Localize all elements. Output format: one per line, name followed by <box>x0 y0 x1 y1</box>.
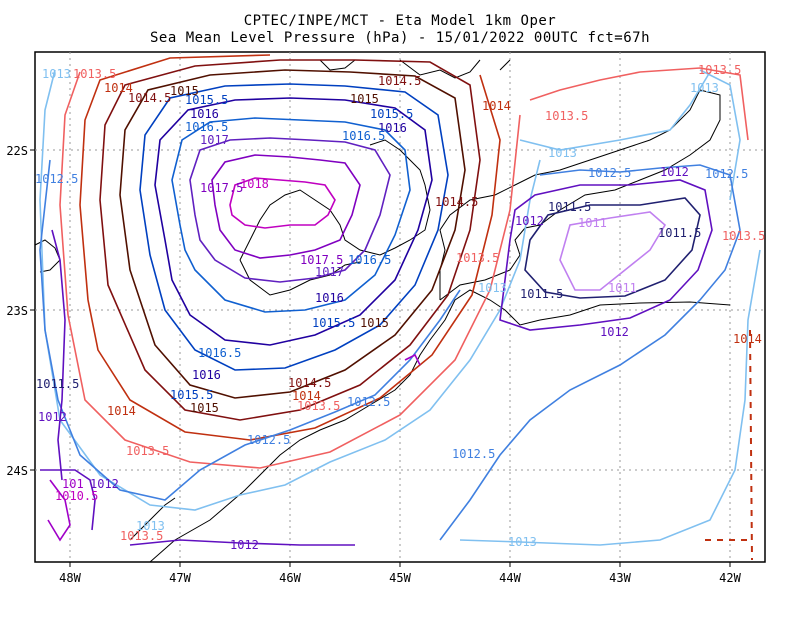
lon-tick: 45W <box>389 571 411 585</box>
label: 1016 <box>378 121 407 135</box>
label: 1016.5 <box>185 120 228 134</box>
label: 1016.5 <box>348 253 391 267</box>
label: 1012 <box>600 325 629 339</box>
label: 1015.5 <box>185 93 228 107</box>
label: 1014 <box>104 81 133 95</box>
label: 1014.5 <box>435 195 478 209</box>
label: 1013.5 <box>545 109 588 123</box>
isobars <box>39 54 761 546</box>
label: 1013.5 <box>73 67 116 81</box>
label: 1014 <box>733 332 762 346</box>
label: 1014 <box>292 389 321 403</box>
label: 1012 <box>230 538 259 552</box>
lat-tick: 24S <box>6 464 28 478</box>
label: 1012 <box>38 410 67 424</box>
label: 1014 <box>482 99 511 113</box>
graticule <box>35 52 765 562</box>
label: 1013 <box>508 535 537 549</box>
lon-tick: 42W <box>719 571 741 585</box>
title-line-1: CPTEC/INPE/MCT - Eta Model 1km Oper <box>243 13 557 29</box>
label: 1010.5 <box>55 489 98 503</box>
lon-tick: 44W <box>499 571 521 585</box>
label: 1012 <box>515 214 544 228</box>
lon-tick: 46W <box>279 571 301 585</box>
lon-tick-labels: 48W 47W 46W 45W 44W 43W 42W <box>59 562 742 585</box>
label: 1015.5 <box>312 316 355 330</box>
label: 1015 <box>360 316 389 330</box>
lat-tick-labels: 22S 23S 24S <box>6 144 35 478</box>
label: 1013.5 <box>297 399 340 413</box>
lat-tick: 22S <box>6 144 28 158</box>
right-edge-isobar <box>705 329 753 561</box>
label: 1016.5 <box>198 346 241 360</box>
label: 1011.5 <box>548 200 591 214</box>
label: 1017.5 <box>200 181 243 195</box>
label: 1014.5 <box>378 74 421 88</box>
label: 1013.5 <box>722 229 765 243</box>
label: 1016 <box>190 107 219 121</box>
label: 1011 <box>578 216 607 230</box>
label: 1016.5 <box>342 129 385 143</box>
label: 1016 <box>192 368 221 382</box>
label: 1012 <box>660 165 689 179</box>
label: 1013 <box>548 146 577 160</box>
label: 1012.5 <box>347 395 390 409</box>
label: 1016 <box>315 291 344 305</box>
label: 1011.5 <box>36 377 79 391</box>
label: 1013 <box>478 281 507 295</box>
label: 1014 <box>107 404 136 418</box>
label: 1013.5 <box>456 251 499 265</box>
label: 1012 <box>90 477 119 491</box>
label: 1014.5 <box>128 91 171 105</box>
lat-tick: 23S <box>6 304 28 318</box>
label: 1012.5 <box>588 166 631 180</box>
label: 1013 <box>690 81 719 95</box>
label: 1013.5 <box>120 529 163 543</box>
label: 101 <box>62 477 84 491</box>
title-line-2: Sea Mean Level Pressure (hPa) - 15/01/20… <box>149 30 650 46</box>
label: 1015.5 <box>370 107 413 121</box>
coastline <box>34 59 731 563</box>
label: 1018 <box>240 177 269 191</box>
label: 1015 <box>170 84 199 98</box>
label: 1017 <box>200 133 229 147</box>
label: 1011.5 <box>658 226 701 240</box>
label: 1013.5 <box>126 444 169 458</box>
label: 1012.5 <box>35 172 78 186</box>
label: 1013 <box>42 67 71 81</box>
label: 1012.5 <box>452 447 495 461</box>
label: 1012.5 <box>705 167 748 181</box>
label: 1017 <box>315 265 344 279</box>
label: 1012.5 <box>247 433 290 447</box>
label: 1015 <box>190 401 219 415</box>
lon-tick: 47W <box>169 571 191 585</box>
label: 1013 <box>136 519 165 533</box>
label: 1017.5 <box>300 253 343 267</box>
contour-labels: 1013.5 1013 1014 1014.5 1015 1015.5 1016… <box>35 63 765 552</box>
label: 1015 <box>350 92 379 106</box>
label: 1013.5 <box>698 63 741 77</box>
label: 1014.5 <box>288 376 331 390</box>
label: 1011 <box>608 281 637 295</box>
label: 1011.5 <box>520 287 563 301</box>
label: 1015.5 <box>170 388 213 402</box>
lon-tick: 43W <box>609 571 631 585</box>
lon-tick: 48W <box>59 571 81 585</box>
